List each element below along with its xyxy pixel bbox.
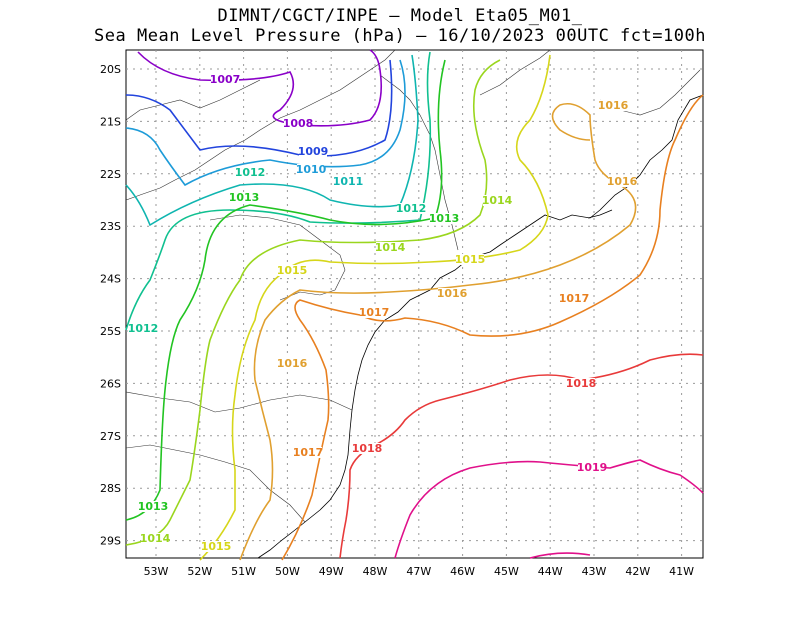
contour-label-bg bbox=[376, 242, 404, 253]
contour-label: 1014 bbox=[375, 241, 406, 254]
gridlines bbox=[126, 50, 703, 558]
contour-label-bg bbox=[578, 462, 606, 473]
y-tick-label: 21S bbox=[100, 115, 121, 128]
contour-label: 1017 bbox=[293, 446, 324, 459]
contour-label-bg bbox=[141, 533, 169, 544]
y-tick-label: 23S bbox=[100, 220, 121, 233]
contour-label-bg bbox=[599, 100, 627, 111]
x-tick-label: 42W bbox=[625, 565, 650, 578]
contour-label: 1012 bbox=[396, 202, 427, 215]
contour-label: 1016 bbox=[607, 175, 638, 188]
contour-label-bg bbox=[236, 167, 264, 178]
contour-label: 1017 bbox=[559, 292, 590, 305]
contour-label-bg bbox=[297, 164, 325, 175]
x-tick-label: 45W bbox=[494, 565, 519, 578]
contour-label-bg bbox=[560, 293, 588, 304]
contour-label: 1015 bbox=[201, 540, 232, 553]
contour-label-bg bbox=[483, 195, 511, 206]
x-tick-label: 53W bbox=[144, 565, 169, 578]
x-tick-label: 49W bbox=[319, 565, 344, 578]
title-line-1: DIMNT/CGCT/INPE – Model Eta05_M01_ bbox=[217, 6, 583, 26]
contour-label: 1013 bbox=[138, 500, 169, 513]
x-tick-label: 47W bbox=[406, 565, 431, 578]
contour-label: 1014 bbox=[482, 194, 513, 207]
y-axis-ticks: 20S 21S 22S 23S 24S 25S 26S 27S 28S 29S bbox=[100, 63, 121, 548]
y-tick-label: 25S bbox=[100, 325, 121, 338]
contour-label: 1018 bbox=[352, 442, 383, 455]
contour-label: 1010 bbox=[296, 163, 327, 176]
contour-label-bg bbox=[430, 213, 458, 224]
contour-label: 1015 bbox=[277, 264, 308, 277]
contour-label: 1019 bbox=[577, 461, 608, 474]
contour-label-bg bbox=[397, 203, 425, 214]
x-tick-label: 48W bbox=[363, 565, 388, 578]
contour-label-bg bbox=[299, 146, 327, 157]
contour-label: 1011 bbox=[333, 175, 364, 188]
contour-label-bg bbox=[278, 265, 306, 276]
contour-label: 1013 bbox=[429, 212, 460, 225]
contour-label-bg bbox=[567, 378, 595, 389]
y-tick-label: 20S bbox=[100, 63, 121, 76]
y-tick-label: 28S bbox=[100, 482, 121, 495]
x-tick-label: 43W bbox=[582, 565, 607, 578]
isobars bbox=[125, 49, 704, 561]
contour-label-bg bbox=[360, 307, 388, 318]
x-tick-label: 51W bbox=[231, 565, 256, 578]
state-borders bbox=[125, 49, 701, 523]
contour-label: 1012 bbox=[128, 322, 159, 335]
contour-label: 1012 bbox=[235, 166, 266, 179]
contour-label: 1017 bbox=[359, 306, 390, 319]
contour-label: 1018 bbox=[566, 377, 597, 390]
contour-label-bg bbox=[284, 118, 312, 129]
y-tick-label: 29S bbox=[100, 535, 121, 548]
contour-label-bg bbox=[211, 74, 239, 85]
contour-label-bg bbox=[230, 192, 258, 203]
plot-frame bbox=[125, 49, 704, 559]
x-tick-label: 41W bbox=[669, 565, 694, 578]
contour-label-bg bbox=[278, 358, 306, 369]
contour-label-bg bbox=[294, 447, 322, 458]
x-axis-ticks: 53W 52W 51W 50W 49W 48W 47W 46W 45W 44W 43W 42W 41W bbox=[144, 565, 695, 578]
x-tick-label: 50W bbox=[275, 565, 300, 578]
contour-label: 1014 bbox=[140, 532, 171, 545]
contour-label-bg bbox=[608, 176, 636, 187]
contour-label-bg bbox=[456, 254, 484, 265]
contour-label: 1016 bbox=[437, 287, 468, 300]
y-tick-label: 24S bbox=[100, 273, 121, 286]
contour-labels: 1007100810091010101110121012101210131013… bbox=[128, 73, 638, 553]
contour-label: 1016 bbox=[598, 99, 629, 112]
contour-label: 1008 bbox=[283, 117, 314, 130]
contour-label: 1009 bbox=[298, 145, 329, 158]
contour-label-bg bbox=[139, 501, 167, 512]
contour-label: 1016 bbox=[277, 357, 308, 370]
x-tick-label: 46W bbox=[450, 565, 475, 578]
x-tick-label: 52W bbox=[187, 565, 212, 578]
x-tick-label: 44W bbox=[538, 565, 563, 578]
contour-label: 1013 bbox=[229, 191, 260, 204]
contour-label: 1015 bbox=[455, 253, 486, 266]
contour-label-bg bbox=[438, 288, 466, 299]
contour-label: 1007 bbox=[210, 73, 241, 86]
contour-label-bg bbox=[129, 323, 157, 334]
contour-label-bg bbox=[202, 541, 230, 552]
y-tick-label: 22S bbox=[100, 168, 121, 181]
contour-label-bg bbox=[353, 443, 381, 454]
y-tick-label: 27S bbox=[100, 430, 121, 443]
title-line-2: Sea Mean Level Pressure (hPa) – 16/10/20… bbox=[94, 26, 706, 46]
contour-label-bg bbox=[334, 176, 362, 187]
y-tick-label: 26S bbox=[100, 377, 121, 390]
